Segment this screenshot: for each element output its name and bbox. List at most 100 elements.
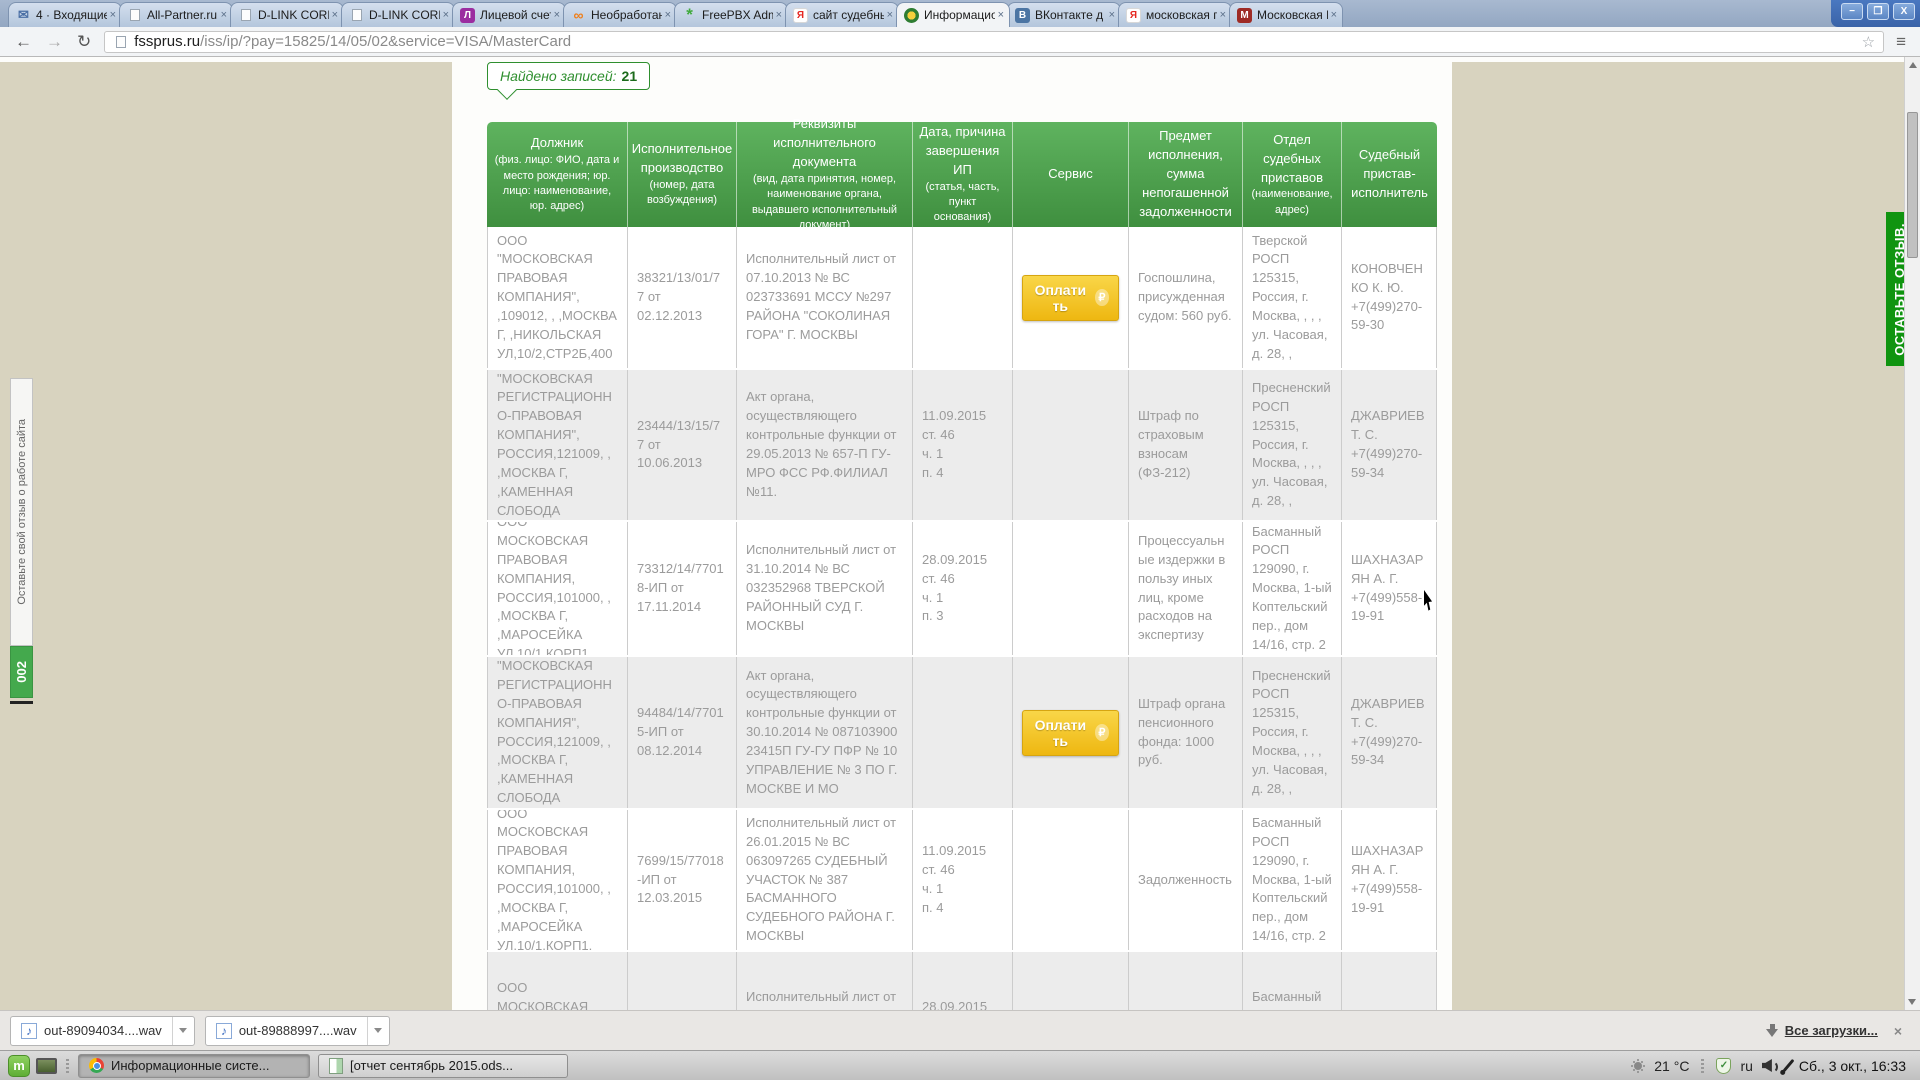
taskbar-window-0[interactable]: Информационные систе... bbox=[78, 1053, 310, 1078]
cell-doc: Исполнительный лист от 31.10.2014 № ВС 0… bbox=[737, 522, 913, 655]
cell-text: Госпошлина, присужденная судом: 560 руб. bbox=[1138, 270, 1232, 323]
table-row: ООО МОСКОВСКАЯ ПРАВОВАЯ КОМПАНИЯ, РОССИЯ… bbox=[487, 950, 1437, 1010]
tab-close-icon[interactable]: × bbox=[553, 9, 560, 21]
cell-text: ШАХНАЗАРЯН А. Г. bbox=[1351, 1007, 1427, 1010]
tab-close-icon[interactable]: × bbox=[886, 9, 893, 21]
cell-text: 11.09.2015 ст. 46 ч. 1 п. 4 bbox=[922, 843, 987, 915]
download-item[interactable]: ♪ out-89888997....wav bbox=[204, 1015, 390, 1046]
browser-tab-6[interactable]: * FreePBX Admi× bbox=[674, 2, 788, 27]
cell-end bbox=[913, 657, 1013, 808]
tab-label: Московская П bbox=[1257, 8, 1328, 22]
red-icon: М bbox=[1237, 7, 1252, 23]
tab-close-icon[interactable]: × bbox=[109, 9, 116, 21]
tab-label: 4 · Входящие bbox=[36, 8, 107, 22]
cell-doc: Исполнительный лист от 26.01.2015 № ВС 0… bbox=[737, 810, 913, 950]
url-path: /iss/ip/?pay=15825/14/05/02&service=VISA… bbox=[200, 33, 572, 50]
weather-sun-icon[interactable] bbox=[1634, 1061, 1643, 1070]
taskbar-window-1[interactable]: [отчет сентябрь 2015.ods... bbox=[318, 1053, 568, 1078]
keyboard-layout-indicator[interactable]: ru bbox=[1740, 1057, 1753, 1074]
forward-icon[interactable]: → bbox=[46, 32, 63, 51]
maximize-button[interactable]: ❐ bbox=[1867, 3, 1889, 20]
pay-button[interactable]: Оплатить ₽ bbox=[1022, 709, 1119, 756]
download-item[interactable]: ♪ out-89094034....wav bbox=[10, 1015, 195, 1046]
scroll-down-arrow-icon[interactable] bbox=[1908, 999, 1916, 1005]
cell-text: Штраф органа пенсионного фонда: 1000 руб… bbox=[1138, 695, 1226, 768]
cell-dept: Тверской РОСП 125315, Россия, г. Москва,… bbox=[1243, 227, 1342, 368]
shield-check-icon[interactable]: ✓ bbox=[1716, 1057, 1732, 1074]
all-downloads-label: Все загрузки... bbox=[1784, 1023, 1878, 1038]
cell-text: 38321/13/01/77 от 02.12.2013 bbox=[637, 270, 721, 323]
cell-debtor: ООО "МОСКОВСКАЯ РЕГИСТРАЦИОННО-ПРАВОВАЯ … bbox=[487, 657, 628, 808]
cell-svc bbox=[1013, 522, 1129, 655]
scrollbar-thumb[interactable] bbox=[1907, 112, 1918, 258]
records-found-callout: Найдено записей: 21 bbox=[487, 62, 651, 90]
tab-close-icon[interactable]: × bbox=[1330, 9, 1337, 21]
all-downloads-link[interactable]: Все загрузки... bbox=[1765, 1023, 1878, 1038]
column-header-2: Исполнительное производство (номер, дата … bbox=[628, 122, 737, 227]
mint-menu-button[interactable]: m bbox=[8, 1054, 30, 1077]
cell-case: 38321/13/01/77 от 02.12.2013 bbox=[628, 227, 737, 368]
show-desktop-button[interactable] bbox=[36, 1057, 57, 1074]
column-header-main: Сервис bbox=[1048, 166, 1093, 182]
column-header-4: Дата, причина завершения ИП (статья, част… bbox=[913, 122, 1013, 227]
tab-close-icon[interactable]: × bbox=[1108, 9, 1115, 21]
tab-close-icon[interactable]: × bbox=[1219, 9, 1226, 21]
browser-menu-icon[interactable]: ≡ bbox=[1896, 31, 1906, 51]
cell-subject: Задолженность bbox=[1129, 952, 1243, 1010]
browser-tab-5[interactable]: ∞ Необработан × bbox=[563, 2, 677, 27]
download-menu-arrow[interactable] bbox=[171, 1016, 194, 1045]
cell-end: 28.09.2015 ст. 46 ч. 1 bbox=[913, 952, 1013, 1010]
tab-close-icon[interactable]: × bbox=[664, 9, 671, 21]
address-bar[interactable]: fssprus.ru/iss/ip/?pay=15825/14/05/02&se… bbox=[104, 30, 1885, 53]
feedback-divider bbox=[10, 701, 33, 704]
taskbar-clock[interactable]: Сб., 3 окт., 16:33 bbox=[1798, 1057, 1906, 1074]
browser-tab-11[interactable]: М Московская П × bbox=[1229, 2, 1343, 27]
browser-tab-9[interactable]: В ВКонтакте д × bbox=[1007, 2, 1121, 27]
cell-subject: Задолженность bbox=[1129, 810, 1243, 950]
system-tray: 21 °C ✓ ru Сб., 3 окт., 16:33 bbox=[1631, 1057, 1912, 1074]
cell-text: ШАХНАЗАРЯН А. Г. +7(499)558-19-91 bbox=[1351, 551, 1424, 624]
cell-officer: ШАХНАЗАРЯН А. Г. +7(499)558-19-91 bbox=[1342, 522, 1437, 655]
tab-close-icon[interactable]: × bbox=[331, 9, 338, 21]
brush-icon[interactable] bbox=[1782, 1058, 1795, 1073]
cell-dept: Басманный РОСП 129090, г. Москва, 1-ый К… bbox=[1243, 522, 1342, 655]
shelf-close-icon[interactable]: × bbox=[1893, 1022, 1902, 1039]
cell-end: 11.09.2015 ст. 46 ч. 1 п. 4 bbox=[913, 370, 1013, 520]
browser-tab-2[interactable]: D-LINK CORPO× bbox=[230, 2, 344, 27]
bookmark-star-icon[interactable]: ☆ bbox=[1861, 33, 1876, 51]
column-header-8: Судебный пристав-исполнитель bbox=[1342, 122, 1437, 227]
back-icon[interactable]: ← bbox=[15, 32, 32, 51]
volume-icon[interactable] bbox=[1762, 1059, 1778, 1073]
download-menu-arrow[interactable] bbox=[366, 1016, 389, 1045]
tab-label: ВКонтакте д bbox=[1035, 8, 1104, 22]
tab-close-icon[interactable]: × bbox=[220, 9, 227, 21]
browser-tab-3[interactable]: D-LINK CORPO× bbox=[341, 2, 455, 27]
cell-text: 73312/14/77018-ИП от 17.11.2014 bbox=[637, 561, 724, 614]
cell-dept: Басманный РОСП 129090, г. Москва, 1-ый bbox=[1243, 952, 1342, 1010]
cell-text: ДЖАВРИЕВ Т. С. +7(499)270-59-34 bbox=[1351, 695, 1425, 768]
cell-debtor: ООО МОСКОВСКАЯ ПРАВОВАЯ КОМПАНИЯ, РОССИЯ… bbox=[487, 810, 628, 950]
scroll-up-arrow-icon[interactable] bbox=[1908, 62, 1917, 68]
cell-text: Пресненский РОСП 125315, Россия, г. Моск… bbox=[1252, 380, 1331, 509]
close-button[interactable]: X bbox=[1893, 3, 1915, 20]
browser-tab-8[interactable]: Информацион× bbox=[896, 2, 1010, 27]
page-scrollbar[interactable] bbox=[1904, 57, 1920, 1010]
refresh-icon[interactable]: ↻ bbox=[77, 32, 92, 51]
cell-doc: Исполнительный лист от 15.01.2015 № ВС 0… bbox=[737, 952, 913, 1010]
temperature-label: 21 °C bbox=[1654, 1057, 1690, 1074]
tab-close-icon[interactable]: × bbox=[442, 9, 449, 21]
column-header-main: Дата, причина завершения ИП bbox=[919, 124, 1006, 177]
browser-tab-4[interactable]: Л Лицевой счет × bbox=[452, 2, 566, 27]
cell-debtor: ООО "МОСКОВСКАЯ РЕГИСТРАЦИОННО-ПРАВОВАЯ … bbox=[487, 370, 628, 520]
table-row: ООО "МОСКОВСКАЯ РЕГИСТРАЦИОННО-ПРАВОВАЯ … bbox=[487, 655, 1437, 808]
column-header-note: (наименование, адрес) bbox=[1251, 188, 1333, 216]
browser-tab-1[interactable]: All-Partner.ru - × bbox=[119, 2, 233, 27]
pay-button[interactable]: Оплатить ₽ bbox=[1022, 274, 1119, 321]
tab-close-icon[interactable]: × bbox=[775, 9, 782, 21]
minimize-button[interactable]: − bbox=[1841, 3, 1863, 20]
feedback-left-tab[interactable]: Оставьте свой отзыв о работе сайта bbox=[10, 378, 33, 646]
browser-tab-0[interactable]: ✉ 4 · Входящие × bbox=[8, 2, 122, 27]
tab-close-icon[interactable]: × bbox=[997, 9, 1004, 21]
